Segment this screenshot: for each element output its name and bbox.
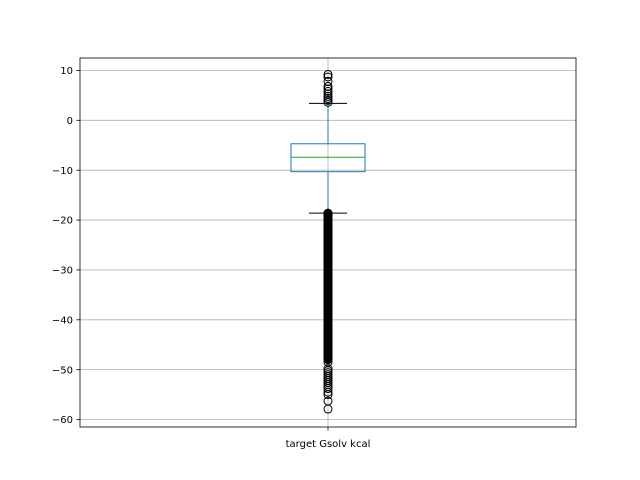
outlier-point bbox=[323, 91, 333, 101]
y-tick-label: −50 bbox=[52, 365, 73, 376]
outlier-point bbox=[323, 89, 333, 99]
x-tick-label: target Gsolv kcal bbox=[286, 439, 371, 450]
y-tick-label: −10 bbox=[52, 166, 73, 177]
outlier-point bbox=[323, 69, 333, 79]
axes: −60 −50 −40 −30 −20 −10 0 10 bbox=[52, 57, 577, 431]
y-tick-label: −20 bbox=[52, 216, 73, 227]
y-tick-label: −30 bbox=[52, 266, 73, 277]
y-tick-label: 10 bbox=[60, 66, 73, 77]
outlier-point bbox=[323, 72, 333, 82]
outlier-point bbox=[323, 81, 333, 91]
outlier-point bbox=[323, 404, 333, 414]
outlier-point bbox=[323, 390, 333, 400]
y-tick-label: −60 bbox=[52, 415, 73, 426]
outlier-point bbox=[323, 387, 333, 397]
outlier-point bbox=[323, 384, 333, 394]
y-tick-label: −40 bbox=[52, 315, 73, 326]
y-tick-label: 0 bbox=[67, 116, 73, 127]
outlier-point bbox=[323, 86, 333, 96]
outlier-point bbox=[323, 355, 333, 365]
plot-area bbox=[290, 69, 366, 414]
outlier-point bbox=[323, 84, 333, 94]
outlier-point bbox=[323, 76, 333, 86]
